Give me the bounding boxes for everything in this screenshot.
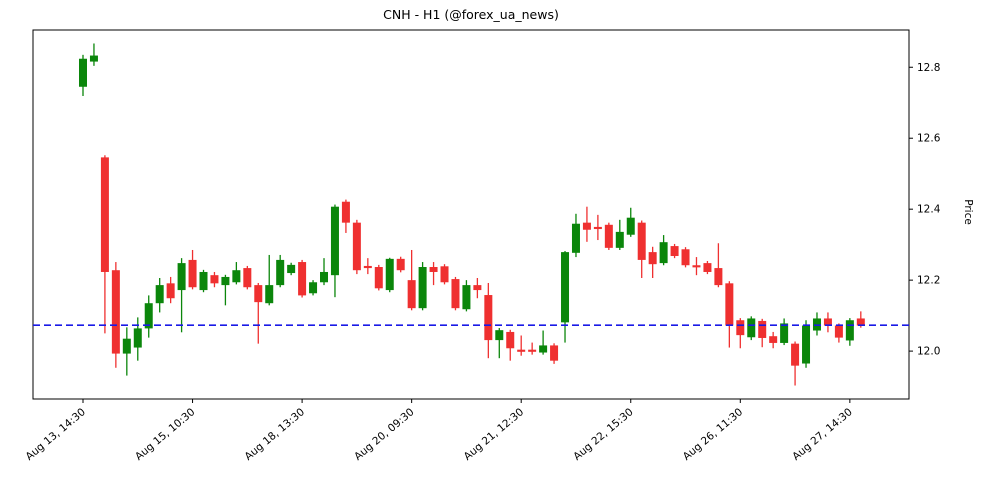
candle [823,312,832,333]
candle [780,318,789,346]
candle [593,214,602,241]
candle [484,282,493,359]
candle [802,320,811,368]
candle [571,213,580,258]
candle [177,258,186,333]
candle [670,243,679,259]
candle [539,330,548,355]
candle [199,269,208,293]
candle [341,199,350,233]
candle [210,271,219,288]
candle [144,295,153,338]
candle [188,249,197,290]
candle [495,328,504,359]
candle [363,258,372,275]
candle [692,257,701,276]
candle [845,318,854,346]
candle [451,276,460,311]
chart-title: CNH - H1 (@forex_ua_news) [383,7,559,22]
candle [122,327,131,376]
candle [287,262,296,276]
candle [681,247,690,268]
candle [736,318,745,349]
x-axis: Aug 13, 14:30 Aug 15, 10:30 Aug 18, 13:30 A… [23,399,855,463]
candle [276,254,285,288]
candle [506,329,515,361]
candle [648,246,657,279]
x-tick-label: Aug 22, 15:30 [571,406,636,463]
candle [604,222,613,250]
candle [615,219,624,250]
candle [166,276,175,304]
candle [309,280,318,296]
candle [834,323,843,343]
candle [626,207,635,237]
candle [243,265,252,290]
y-tick-label: 12.4 [917,204,941,216]
candle [791,341,800,386]
candle [747,316,756,341]
y-axis-label: Price [962,199,974,225]
candles-group [79,43,865,386]
candle [812,312,821,336]
candle [462,280,471,312]
candle [440,264,449,285]
y-tick-label: 12.8 [917,62,940,74]
candle [418,262,427,311]
candle [429,262,438,286]
candle [550,343,559,364]
candle [758,318,767,348]
candle [298,259,307,298]
candle [396,256,405,273]
candle [407,249,416,311]
x-tick-label: Aug 18, 13:30 [243,406,308,463]
x-tick-label: Aug 21, 12:30 [462,406,527,463]
candle [769,331,778,349]
x-tick-label: Aug 26, 11:30 [681,406,746,463]
candle [265,254,274,306]
candle [637,220,646,279]
candle [221,274,230,306]
candle [133,317,142,361]
candle [100,155,109,334]
candle [561,251,570,343]
x-tick-label: Aug 20, 09:30 [352,406,417,463]
y-tick-label: 12.0 [917,346,940,358]
candle [385,257,394,293]
candle [528,342,537,355]
y-tick-label: 12.6 [917,133,941,145]
candle [330,204,339,298]
candle [320,258,329,286]
candle [352,219,361,275]
plot-border [32,29,910,400]
candle [703,260,712,275]
candle [659,235,668,266]
x-tick-label: Aug 13, 14:30 [23,406,88,463]
candle [582,206,591,242]
candle [89,43,98,66]
y-axis: 12.0 12.2 12.4 12.6 12.8 [909,62,941,358]
candle [714,243,723,288]
candle [725,281,734,348]
candle [232,262,241,285]
candle [473,278,482,299]
candle [374,264,383,291]
x-tick-label: Aug 15, 10:30 [133,406,198,463]
candle [155,278,164,313]
y-tick-label: 12.2 [917,275,940,287]
x-tick-label: Aug 27, 14:30 [790,406,855,463]
candle [79,54,87,96]
candle [254,282,263,344]
candle [517,335,526,356]
candle [111,262,120,368]
